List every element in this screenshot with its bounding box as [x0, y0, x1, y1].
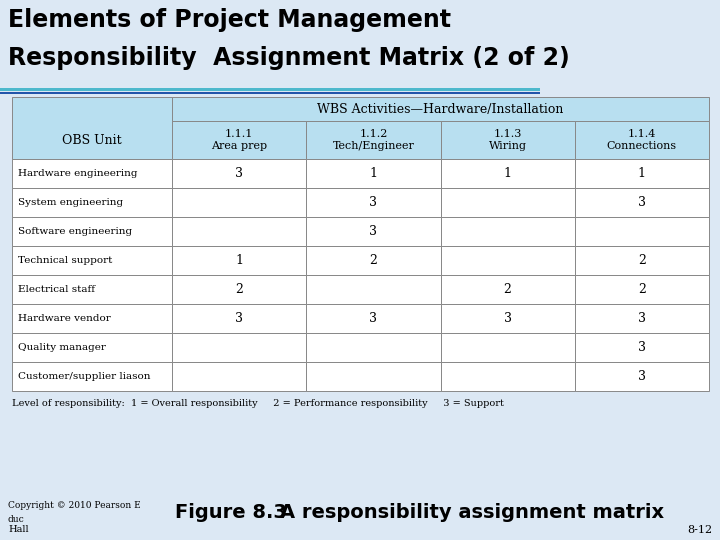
- Bar: [172, 217, 306, 246]
- Bar: [172, 97, 709, 121]
- Bar: [575, 188, 709, 217]
- Bar: [306, 246, 441, 275]
- Text: Copyright © 2010 Pearson E: Copyright © 2010 Pearson E: [8, 501, 140, 510]
- Text: 1: 1: [235, 254, 243, 267]
- Bar: [441, 362, 575, 391]
- Bar: [441, 188, 575, 217]
- Text: Technical support: Technical support: [18, 256, 112, 265]
- Bar: [172, 333, 306, 362]
- Text: System engineering: System engineering: [18, 198, 123, 207]
- Text: OBS Unit: OBS Unit: [62, 133, 122, 146]
- Bar: [12, 246, 172, 275]
- Bar: [441, 304, 575, 333]
- Text: Level of responsibility:  1 = Overall responsibility     2 = Performance respons: Level of responsibility: 1 = Overall res…: [12, 399, 504, 408]
- Text: 2: 2: [369, 254, 377, 267]
- Bar: [306, 333, 441, 362]
- Text: 8-12: 8-12: [687, 525, 712, 535]
- Text: 2: 2: [638, 254, 646, 267]
- Bar: [441, 217, 575, 246]
- Text: Hall: Hall: [8, 525, 29, 535]
- Text: Software engineering: Software engineering: [18, 227, 132, 236]
- Text: 1.1.1
Area prep: 1.1.1 Area prep: [211, 129, 267, 151]
- Bar: [441, 333, 575, 362]
- Text: 1.1.3
Wiring: 1.1.3 Wiring: [489, 129, 526, 151]
- Bar: [0, 88, 540, 91]
- Bar: [306, 304, 441, 333]
- Bar: [12, 304, 172, 333]
- Text: Hardware vendor: Hardware vendor: [18, 314, 111, 323]
- Text: Elements of Project Management: Elements of Project Management: [8, 8, 451, 32]
- Bar: [575, 275, 709, 304]
- Bar: [306, 275, 441, 304]
- Bar: [172, 304, 306, 333]
- Text: WBS Activities—Hardware/Installation: WBS Activities—Hardware/Installation: [318, 103, 564, 116]
- Bar: [12, 333, 172, 362]
- Text: 3: 3: [638, 312, 646, 325]
- Text: A responsibility assignment matrix: A responsibility assignment matrix: [280, 503, 664, 522]
- Bar: [441, 275, 575, 304]
- Text: Electrical staff: Electrical staff: [18, 285, 95, 294]
- Text: Hardware engineering: Hardware engineering: [18, 169, 138, 178]
- Text: 3: 3: [369, 196, 377, 209]
- Text: 3: 3: [369, 312, 377, 325]
- Bar: [306, 121, 441, 159]
- Bar: [575, 333, 709, 362]
- Text: Figure 8.3: Figure 8.3: [175, 503, 287, 522]
- Bar: [172, 159, 306, 188]
- Bar: [12, 97, 172, 159]
- Text: 2: 2: [504, 283, 512, 296]
- Bar: [575, 159, 709, 188]
- Text: 3: 3: [503, 312, 512, 325]
- Text: 3: 3: [369, 225, 377, 238]
- Text: 1: 1: [638, 167, 646, 180]
- Bar: [172, 188, 306, 217]
- Bar: [306, 362, 441, 391]
- Bar: [12, 159, 172, 188]
- Bar: [575, 121, 709, 159]
- Text: 3: 3: [235, 167, 243, 180]
- Text: 3: 3: [638, 341, 646, 354]
- Bar: [441, 159, 575, 188]
- Bar: [575, 217, 709, 246]
- Bar: [12, 275, 172, 304]
- Bar: [306, 159, 441, 188]
- Bar: [441, 246, 575, 275]
- Bar: [12, 362, 172, 391]
- Bar: [306, 188, 441, 217]
- Text: 3: 3: [235, 312, 243, 325]
- Bar: [306, 217, 441, 246]
- Text: 2: 2: [638, 283, 646, 296]
- Bar: [0, 92, 540, 93]
- Bar: [172, 275, 306, 304]
- Text: 1: 1: [503, 167, 512, 180]
- Bar: [172, 246, 306, 275]
- Text: 3: 3: [638, 196, 646, 209]
- Text: 1.1.2
Tech/Engineer: 1.1.2 Tech/Engineer: [333, 129, 414, 151]
- Bar: [575, 362, 709, 391]
- Bar: [441, 121, 575, 159]
- Bar: [575, 246, 709, 275]
- Text: Responsibility  Assignment Matrix (2 of 2): Responsibility Assignment Matrix (2 of 2…: [8, 46, 570, 70]
- Text: 2: 2: [235, 283, 243, 296]
- Bar: [172, 362, 306, 391]
- Bar: [172, 121, 306, 159]
- Text: 1.1.4
Connections: 1.1.4 Connections: [607, 129, 677, 151]
- Text: Customer/supplier liason: Customer/supplier liason: [18, 372, 150, 381]
- Text: Quality manager: Quality manager: [18, 343, 106, 352]
- Text: 3: 3: [638, 370, 646, 383]
- Bar: [12, 217, 172, 246]
- Bar: [12, 188, 172, 217]
- Text: 1: 1: [369, 167, 377, 180]
- Text: duc: duc: [8, 516, 24, 524]
- Bar: [575, 304, 709, 333]
